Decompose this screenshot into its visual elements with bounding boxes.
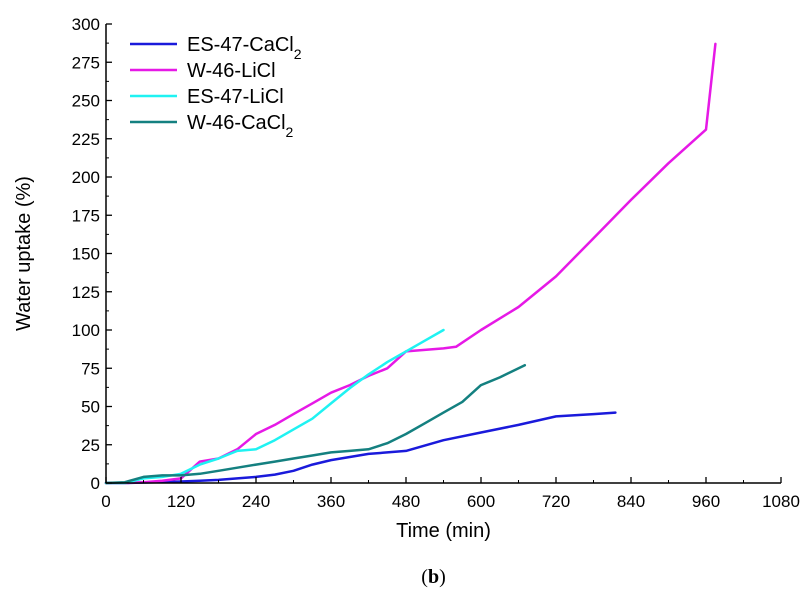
x-tick-label: 600 [467,492,495,511]
y-tick-label: 200 [72,168,100,187]
figure-caption: (b) [421,566,445,588]
y-tick-label: 25 [81,436,100,455]
x-tick-label: 240 [242,492,270,511]
y-tick-label: 50 [81,398,100,417]
series-line-2 [104,42,717,485]
y-tick-label: 300 [72,15,100,34]
series-line-4 [104,363,527,485]
x-tick-label: 960 [692,492,720,511]
legend-label: ES-47-LiCl [187,86,284,108]
y-tick-label: 0 [91,474,100,493]
series-layer [104,42,717,485]
y-tick-label: 100 [72,321,100,340]
series-line-1 [104,411,617,485]
y-tick-label: 275 [72,53,100,72]
series-line-3 [104,328,445,485]
y-tick-label: 175 [72,206,100,225]
x-tick-label: 840 [617,492,645,511]
y-tick-label: 150 [72,245,100,264]
x-tick-label: 1080 [762,492,800,511]
y-axis-title: Water uptake (%) [13,176,35,331]
x-tick-label: 480 [392,492,420,511]
y-tick-label: 125 [72,283,100,302]
ticks: 0 120 240 360 480 600 720 840 960 1080 0 25 50 75 100 1… [72,15,800,511]
x-tick-label: 0 [101,492,110,511]
y-tick-label: 75 [81,359,100,378]
legend-label: W-46-LiCl [187,60,276,82]
legend-label: ES-47-CaCl2 [187,34,302,62]
y-tick-label: 225 [72,130,100,149]
legend-label: W-46-CaCl2 [187,112,294,140]
x-axis-title: Time (min) [396,520,491,542]
y-tick-label: 250 [72,92,100,111]
x-tick-label: 720 [542,492,570,511]
x-tick-label: 120 [167,492,195,511]
x-tick-label: 360 [317,492,345,511]
